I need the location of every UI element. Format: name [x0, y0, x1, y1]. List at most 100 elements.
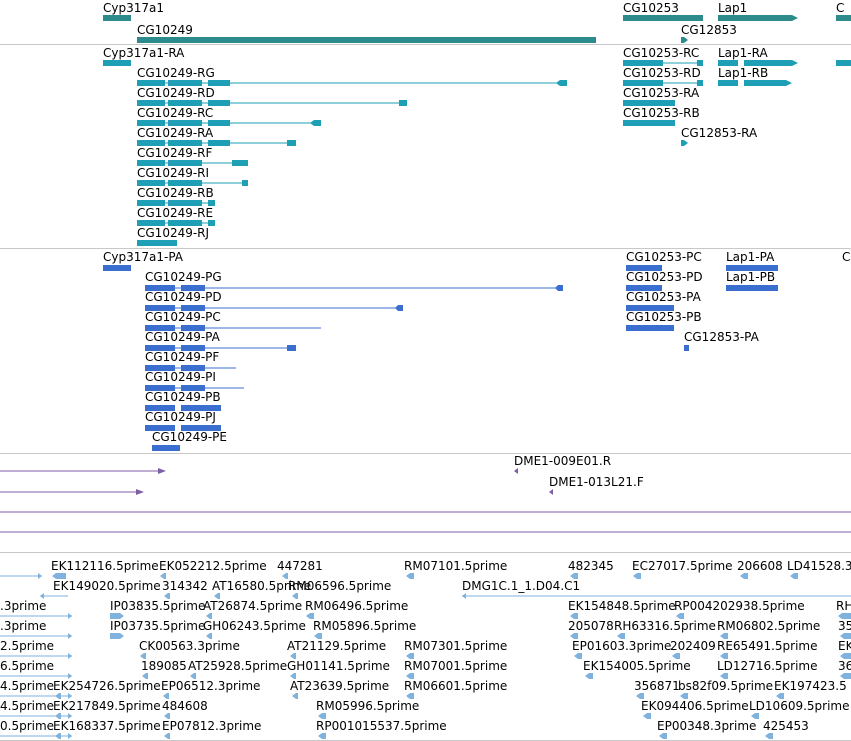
est-feature[interactable] — [840, 653, 851, 659]
transcript-label[interactable]: Cyp317a1-RA — [103, 46, 185, 60]
transcript-exon[interactable] — [137, 160, 165, 166]
protein-label[interactable]: CG10253-PA — [626, 290, 702, 304]
transcript-exon[interactable] — [208, 120, 230, 126]
est-feature[interactable] — [406, 653, 414, 659]
est-label[interactable]: EP06512.3prime — [161, 679, 260, 693]
protein-exon[interactable] — [287, 345, 296, 351]
est-label[interactable]: 482345 — [568, 559, 614, 573]
est-label[interactable]: EK052212.5prime — [159, 559, 267, 573]
est-label[interactable]: 356871 — [634, 679, 680, 693]
transcript-exon[interactable] — [242, 180, 248, 186]
est-feature[interactable] — [164, 593, 170, 599]
est-feature[interactable] — [68, 613, 72, 619]
transcript-label[interactable]: CG10249-RJ — [137, 226, 209, 240]
transcript-label[interactable]: Lap1-RA — [718, 46, 768, 60]
est-label[interactable]: IP03835.5prime — [110, 599, 205, 613]
est-label[interactable]: EK168337.5prime — [53, 719, 161, 733]
est-label[interactable]: RM05996.5prime — [316, 699, 419, 713]
transcript-exon[interactable] — [168, 200, 202, 206]
est-label[interactable]: 447281 — [277, 559, 323, 573]
protein-exon[interactable] — [181, 425, 221, 431]
protein-exon[interactable] — [726, 285, 778, 291]
est-label[interactable]: EK — [838, 639, 851, 653]
protein-exon[interactable] — [145, 345, 175, 351]
est-label[interactable]: 206608 — [737, 559, 783, 573]
est-feature[interactable] — [636, 693, 644, 699]
gene-feature[interactable] — [103, 15, 131, 21]
gene-feature[interactable] — [718, 15, 798, 21]
transcript-exon[interactable] — [697, 60, 703, 66]
protein-exon[interactable] — [726, 265, 778, 271]
est-label[interactable]: EP01603.3prime — [572, 639, 671, 653]
est-label[interactable]: AT23639.5prime — [290, 679, 389, 693]
transcript-exon[interactable] — [287, 140, 296, 146]
est-label[interactable]: EP00348.3prime — [657, 719, 756, 733]
protein-exon[interactable] — [181, 385, 205, 391]
est-label[interactable]: LD10609.5prime — [749, 699, 850, 713]
gene-label[interactable]: CG12853 — [681, 23, 737, 37]
est-feature[interactable] — [110, 613, 124, 619]
transcript-exon[interactable] — [168, 180, 202, 186]
est-feature[interactable] — [38, 573, 42, 579]
est-feature[interactable] — [740, 573, 748, 579]
gene-feature[interactable] — [137, 37, 596, 43]
transcript-exon[interactable] — [556, 80, 567, 86]
est-feature[interactable] — [292, 693, 298, 699]
transcript-exon[interactable] — [623, 100, 675, 106]
est-feature[interactable] — [163, 693, 169, 699]
transcript-exon[interactable] — [137, 140, 165, 146]
transcript-label[interactable]: CG10253-RA — [623, 86, 700, 100]
clone-label[interactable]: DME1-013L21.F — [549, 475, 644, 489]
transcript-label[interactable]: CG10253-RD — [623, 66, 701, 80]
transcript-label[interactable]: CG10249-RA — [137, 126, 214, 140]
protein-label[interactable]: CG10249-PI — [145, 370, 216, 384]
est-feature[interactable] — [40, 593, 44, 599]
transcript-exon[interactable] — [137, 100, 165, 106]
est-feature[interactable] — [164, 713, 170, 719]
est-feature[interactable] — [68, 673, 72, 679]
protein-label[interactable]: CG12853-PA — [684, 330, 760, 344]
transcript-exon[interactable] — [168, 80, 202, 86]
transcript-exon[interactable] — [168, 140, 202, 146]
est-feature[interactable] — [68, 633, 72, 639]
protein-exon[interactable] — [181, 285, 205, 291]
protein-label[interactable]: Lap1-PA — [726, 250, 775, 264]
gene-label[interactable]: Lap1 — [718, 1, 747, 15]
est-label[interactable]: 202409 — [670, 639, 716, 653]
est-feature[interactable] — [751, 713, 759, 719]
est-feature[interactable] — [570, 573, 578, 579]
est-feature[interactable] — [570, 613, 578, 619]
est-label[interactable]: EP07812.3prime — [162, 719, 261, 733]
est-label[interactable]: GH06243.5prime — [203, 619, 306, 633]
transcript-label[interactable]: CG10249-RE — [137, 206, 213, 220]
est-label[interactable]: RM06601.5prime — [404, 679, 507, 693]
est-label[interactable]: RM06802.5prime — [717, 619, 820, 633]
est-label[interactable]: RM06496.5prime — [305, 599, 408, 613]
transcript-exon[interactable] — [168, 120, 202, 126]
est-label[interactable]: EK112116.5prime — [51, 559, 159, 573]
est-label[interactable]: RH63316.5prime — [614, 619, 716, 633]
transcript-exon[interactable] — [208, 200, 215, 206]
est-label[interactable]: 484608 — [162, 699, 208, 713]
est-label[interactable]: EC27017.5prime — [632, 559, 733, 573]
est-feature[interactable] — [617, 633, 625, 639]
est-feature[interactable] — [68, 693, 72, 699]
est-feature[interactable] — [765, 733, 773, 739]
gene-label[interactable]: CG10253 — [623, 1, 679, 15]
est-feature[interactable] — [840, 673, 851, 679]
transcript-exon[interactable] — [137, 80, 165, 86]
est-feature[interactable] — [659, 733, 667, 739]
est-label[interactable]: EK197423.5 — [774, 679, 847, 693]
transcript-exon[interactable] — [232, 160, 248, 166]
est-label[interactable]: 4.5prime — [0, 699, 54, 713]
transcript-label[interactable]: CG10253-RB — [623, 106, 700, 120]
est-feature[interactable] — [672, 653, 680, 659]
est-label[interactable]: RM06596.5prime — [288, 579, 391, 593]
est-label[interactable]: .3prime — [0, 619, 46, 633]
transcript-exon[interactable] — [137, 220, 165, 226]
est-label[interactable]: RM07101.5prime — [404, 559, 507, 573]
est-feature[interactable] — [110, 633, 124, 639]
protein-exon[interactable] — [684, 345, 689, 351]
gene-label[interactable]: C — [836, 1, 844, 15]
protein-exon[interactable] — [626, 265, 662, 271]
